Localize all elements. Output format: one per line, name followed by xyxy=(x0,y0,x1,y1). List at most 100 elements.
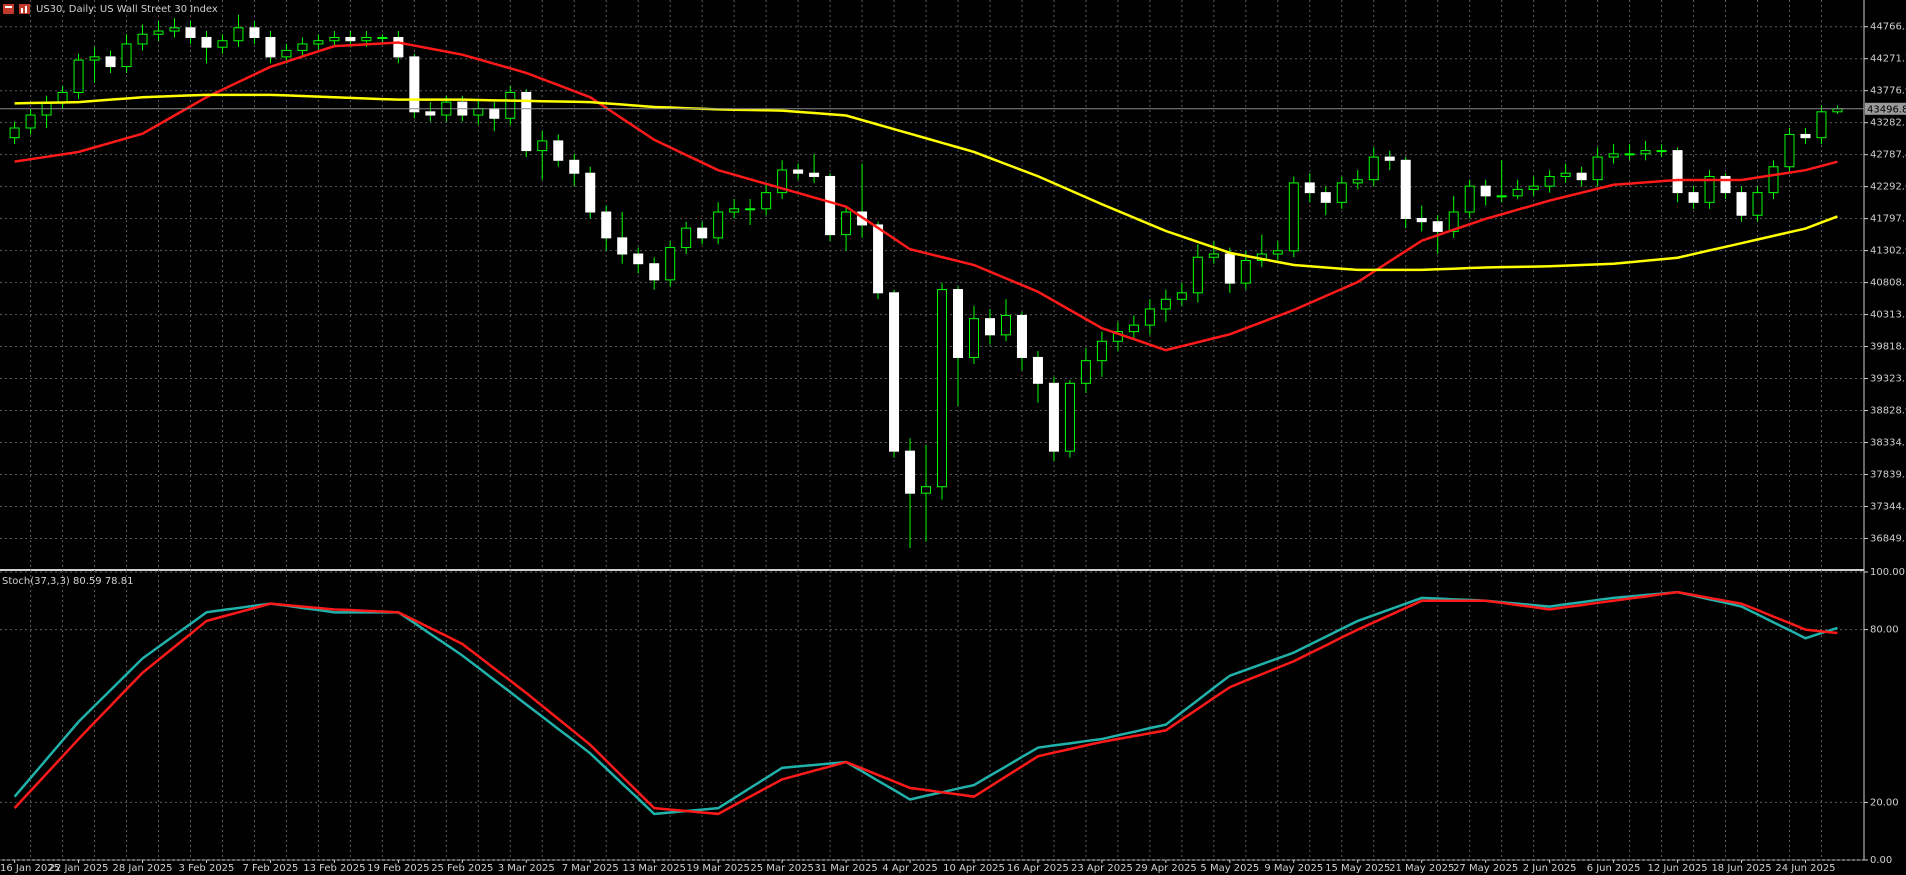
candle-body xyxy=(1560,172,1571,177)
candle-body xyxy=(1656,150,1667,153)
candle-body xyxy=(329,36,340,42)
candle-body xyxy=(137,33,148,45)
candle-body xyxy=(953,289,964,358)
icon xyxy=(3,4,14,14)
candle-body xyxy=(1688,192,1699,203)
x-tick-label: 29 Apr 2025 xyxy=(1135,863,1197,874)
candle-body xyxy=(233,27,244,42)
chart-icons xyxy=(3,4,30,14)
candle-body xyxy=(105,56,116,68)
y-tick-label: 38334.1 xyxy=(1870,437,1906,448)
indicator-line xyxy=(13,590,1838,816)
candle-body xyxy=(489,108,500,119)
candle-body xyxy=(553,140,564,161)
x-tick-label: 23 Apr 2025 xyxy=(1071,863,1133,874)
candle-body xyxy=(153,30,164,35)
candle-body xyxy=(1224,253,1235,284)
candle-body xyxy=(1080,360,1091,384)
x-tick-label: 16 Apr 2025 xyxy=(1007,863,1069,874)
x-tick-label: 27 May 2025 xyxy=(1453,863,1518,874)
y-tick-label: 41302.9 xyxy=(1870,246,1906,257)
candle-body xyxy=(1544,175,1555,187)
candle-body xyxy=(729,208,740,213)
y-tick-label: 44271.7 xyxy=(1870,54,1906,65)
panel-title: US30, Daily: US Wall Street 30 Index xyxy=(36,4,218,15)
candle-body xyxy=(889,292,900,452)
candle-body xyxy=(505,91,516,119)
candle-body xyxy=(1640,150,1651,155)
candle-body xyxy=(984,318,995,336)
moving-average-line xyxy=(14,41,1838,352)
candle-body xyxy=(185,27,196,38)
candle-body xyxy=(873,224,884,294)
candle-body xyxy=(1576,172,1587,181)
candle-body xyxy=(1528,185,1539,190)
x-tick-label: 3 Mar 2025 xyxy=(498,863,555,874)
panel-title: Stoch(37,3,3) 80.59 78.81 xyxy=(2,576,133,587)
candle-body xyxy=(1176,292,1187,300)
candle-body xyxy=(1816,111,1827,139)
x-tick-label: 22 Jan 2025 xyxy=(49,863,109,874)
y-tick-label: 39323.7 xyxy=(1870,374,1906,385)
candle-body xyxy=(409,56,420,113)
x-tick-label: 25 Feb 2025 xyxy=(431,863,493,874)
candle-body xyxy=(1592,156,1603,181)
y-tick-label: 42292.6 xyxy=(1870,182,1906,193)
candle-body xyxy=(633,253,644,265)
candle-body xyxy=(1144,308,1155,326)
candle-body xyxy=(201,36,212,48)
candle-body xyxy=(89,56,100,61)
candle-body xyxy=(1752,192,1763,216)
last-price-box xyxy=(1865,102,1906,115)
candle-body xyxy=(1608,153,1619,158)
candle-body xyxy=(9,127,20,139)
y-tick-label: 38828.9 xyxy=(1870,406,1906,417)
y-tick-label: 40313.3 xyxy=(1870,310,1906,321)
y-tick-label: 100.00 xyxy=(1870,567,1905,578)
candle-body xyxy=(25,114,36,129)
candle-body xyxy=(681,227,692,249)
candle-body xyxy=(121,43,132,68)
candle-body xyxy=(393,36,404,58)
candle-body xyxy=(1000,314,1011,336)
candle-body xyxy=(1800,133,1811,139)
x-tick-label: 3 Feb 2025 xyxy=(179,863,235,874)
indicator-line xyxy=(13,590,1838,816)
candle-body xyxy=(1048,382,1059,452)
candle-body xyxy=(249,27,260,38)
candle-body xyxy=(1464,185,1475,213)
candle-body xyxy=(1432,221,1443,232)
candle-body xyxy=(1384,156,1395,161)
y-tick-label: 39818.5 xyxy=(1870,342,1906,353)
y-tick-label: 36849.7 xyxy=(1870,533,1906,544)
x-tick-label: 2 Jun 2025 xyxy=(1523,863,1577,874)
x-tick-label: 16 Jan 2025 xyxy=(0,863,60,874)
x-tick-label: 28 Jan 2025 xyxy=(113,863,173,874)
candle-body xyxy=(1032,356,1043,384)
x-tick-label: 13 Mar 2025 xyxy=(622,863,685,874)
candle-body xyxy=(921,486,932,494)
y-tick-label: 0.00 xyxy=(1870,855,1892,866)
candle-body xyxy=(1736,192,1747,216)
x-tick-label: 31 Mar 2025 xyxy=(814,863,877,874)
x-tick-label: 21 May 2025 xyxy=(1389,863,1454,874)
candle-body xyxy=(905,450,916,494)
candle-body xyxy=(1336,182,1347,203)
candle-body xyxy=(601,211,612,239)
y-tick-label: 80.00 xyxy=(1870,625,1899,636)
candle-body xyxy=(569,159,580,174)
candle-body xyxy=(1768,166,1779,194)
x-tick-label: 15 May 2025 xyxy=(1325,863,1390,874)
x-tick-label: 4 Apr 2025 xyxy=(882,863,937,874)
candle-body xyxy=(169,27,180,32)
candle-body xyxy=(217,40,228,48)
x-tick-label: 19 Feb 2025 xyxy=(367,863,429,874)
moving-average-line xyxy=(14,93,1838,272)
x-tick-label: 5 May 2025 xyxy=(1200,863,1259,874)
candle-body xyxy=(1368,156,1379,181)
candle-body xyxy=(1304,182,1315,194)
candle-body xyxy=(761,192,772,210)
candle-body xyxy=(345,36,356,42)
x-tick-label: 24 Jun 2025 xyxy=(1775,863,1835,874)
